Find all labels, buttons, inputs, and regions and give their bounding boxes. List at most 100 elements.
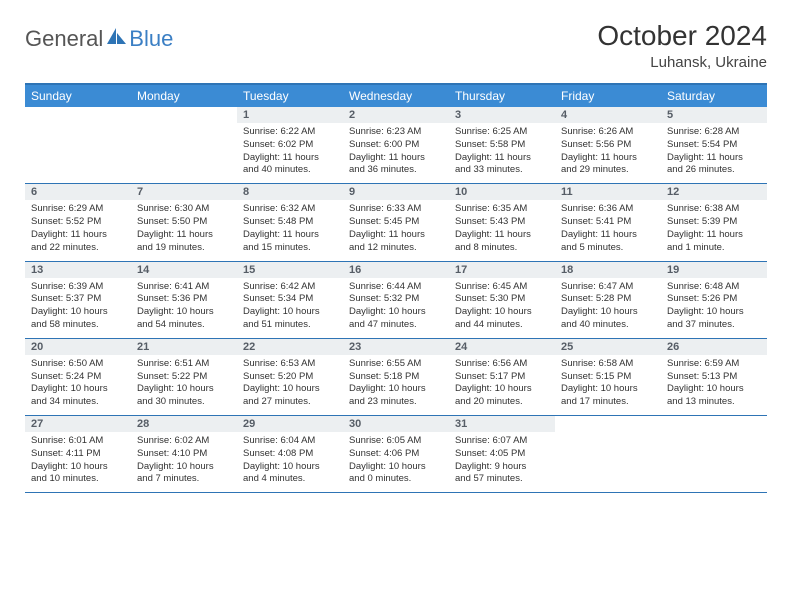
daylight-line: and 57 minutes. [455,473,549,486]
sunset-line: Sunset: 5:28 PM [561,293,655,306]
day-body: Sunrise: 6:42 AMSunset: 5:34 PMDaylight:… [237,278,343,338]
day-number: 16 [343,262,449,278]
sunrise-line: Sunrise: 6:26 AM [561,126,655,139]
sunrise-line: Sunrise: 6:02 AM [137,435,231,448]
daylight-line: Daylight: 11 hours [243,229,337,242]
daylight-line: Daylight: 11 hours [455,229,549,242]
daylight-line: and 13 minutes. [667,396,761,409]
sunset-line: Sunset: 5:30 PM [455,293,549,306]
day-body [555,420,661,476]
sunrise-line: Sunrise: 6:39 AM [31,281,125,294]
daylight-line: and 58 minutes. [31,319,125,332]
daylight-line: and 23 minutes. [349,396,443,409]
calendar-cell: 13Sunrise: 6:39 AMSunset: 5:37 PMDayligh… [25,261,131,338]
sunset-line: Sunset: 5:58 PM [455,139,549,152]
calendar-cell: 16Sunrise: 6:44 AMSunset: 5:32 PMDayligh… [343,261,449,338]
day-body: Sunrise: 6:45 AMSunset: 5:30 PMDaylight:… [449,278,555,338]
sunset-line: Sunset: 4:05 PM [455,448,549,461]
day-body [661,420,767,476]
day-body: Sunrise: 6:22 AMSunset: 6:02 PMDaylight:… [237,123,343,183]
day-body: Sunrise: 6:44 AMSunset: 5:32 PMDaylight:… [343,278,449,338]
calendar-table: Sunday Monday Tuesday Wednesday Thursday… [25,83,767,493]
header-saturday: Saturday [661,84,767,107]
day-body: Sunrise: 6:56 AMSunset: 5:17 PMDaylight:… [449,355,555,415]
daylight-line: and 40 minutes. [243,164,337,177]
day-body: Sunrise: 6:05 AMSunset: 4:06 PMDaylight:… [343,432,449,492]
day-body: Sunrise: 6:53 AMSunset: 5:20 PMDaylight:… [237,355,343,415]
day-number: 25 [555,339,661,355]
day-number: 6 [25,184,131,200]
sunrise-line: Sunrise: 6:05 AM [349,435,443,448]
day-body [131,111,237,167]
calendar-cell: 19Sunrise: 6:48 AMSunset: 5:26 PMDayligh… [661,261,767,338]
day-number: 27 [25,416,131,432]
daylight-line: Daylight: 11 hours [561,152,655,165]
daylight-line: and 17 minutes. [561,396,655,409]
sunset-line: Sunset: 4:10 PM [137,448,231,461]
sunset-line: Sunset: 5:15 PM [561,371,655,384]
daylight-line: Daylight: 10 hours [31,383,125,396]
weekday-header-row: Sunday Monday Tuesday Wednesday Thursday… [25,84,767,107]
sunrise-line: Sunrise: 6:56 AM [455,358,549,371]
day-body: Sunrise: 6:51 AMSunset: 5:22 PMDaylight:… [131,355,237,415]
calendar-cell [131,107,237,184]
sunset-line: Sunset: 5:56 PM [561,139,655,152]
calendar-cell: 26Sunrise: 6:59 AMSunset: 5:13 PMDayligh… [661,338,767,415]
sunset-line: Sunset: 5:52 PM [31,216,125,229]
logo-sail-icon [107,27,127,50]
day-number: 8 [237,184,343,200]
daylight-line: Daylight: 10 hours [561,306,655,319]
calendar-cell [661,416,767,493]
calendar-cell: 4Sunrise: 6:26 AMSunset: 5:56 PMDaylight… [555,107,661,184]
daylight-line: Daylight: 10 hours [243,461,337,474]
header: General Blue October 2024 Luhansk, Ukrai… [25,20,767,71]
sunset-line: Sunset: 4:11 PM [31,448,125,461]
daylight-line: and 19 minutes. [137,242,231,255]
day-number: 5 [661,107,767,123]
daylight-line: Daylight: 10 hours [667,306,761,319]
daylight-line: Daylight: 11 hours [667,229,761,242]
daylight-line: and 26 minutes. [667,164,761,177]
header-monday: Monday [131,84,237,107]
header-wednesday: Wednesday [343,84,449,107]
day-body: Sunrise: 6:25 AMSunset: 5:58 PMDaylight:… [449,123,555,183]
daylight-line: Daylight: 10 hours [137,306,231,319]
daylight-line: Daylight: 11 hours [349,152,443,165]
sunrise-line: Sunrise: 6:25 AM [455,126,549,139]
daylight-line: Daylight: 11 hours [243,152,337,165]
sunrise-line: Sunrise: 6:45 AM [455,281,549,294]
day-body: Sunrise: 6:29 AMSunset: 5:52 PMDaylight:… [25,200,131,260]
day-body: Sunrise: 6:02 AMSunset: 4:10 PMDaylight:… [131,432,237,492]
calendar-cell: 1Sunrise: 6:22 AMSunset: 6:02 PMDaylight… [237,107,343,184]
day-body: Sunrise: 6:28 AMSunset: 5:54 PMDaylight:… [661,123,767,183]
daylight-line: and 12 minutes. [349,242,443,255]
day-number: 11 [555,184,661,200]
sunrise-line: Sunrise: 6:01 AM [31,435,125,448]
daylight-line: and 51 minutes. [243,319,337,332]
calendar-cell: 25Sunrise: 6:58 AMSunset: 5:15 PMDayligh… [555,338,661,415]
day-body: Sunrise: 6:01 AMSunset: 4:11 PMDaylight:… [25,432,131,492]
daylight-line: and 36 minutes. [349,164,443,177]
daylight-line: and 44 minutes. [455,319,549,332]
sunrise-line: Sunrise: 6:47 AM [561,281,655,294]
calendar-cell: 2Sunrise: 6:23 AMSunset: 6:00 PMDaylight… [343,107,449,184]
daylight-line: and 30 minutes. [137,396,231,409]
day-number: 18 [555,262,661,278]
sunset-line: Sunset: 5:48 PM [243,216,337,229]
daylight-line: and 47 minutes. [349,319,443,332]
daylight-line: Daylight: 10 hours [243,383,337,396]
daylight-line: and 34 minutes. [31,396,125,409]
day-body: Sunrise: 6:39 AMSunset: 5:37 PMDaylight:… [25,278,131,338]
calendar-cell: 21Sunrise: 6:51 AMSunset: 5:22 PMDayligh… [131,338,237,415]
header-friday: Friday [555,84,661,107]
calendar-cell [25,107,131,184]
header-thursday: Thursday [449,84,555,107]
daylight-line: and 0 minutes. [349,473,443,486]
sunset-line: Sunset: 5:18 PM [349,371,443,384]
daylight-line: and 7 minutes. [137,473,231,486]
daylight-line: Daylight: 10 hours [667,383,761,396]
daylight-line: Daylight: 10 hours [349,461,443,474]
daylight-line: Daylight: 11 hours [137,229,231,242]
sunset-line: Sunset: 5:45 PM [349,216,443,229]
day-number: 3 [449,107,555,123]
